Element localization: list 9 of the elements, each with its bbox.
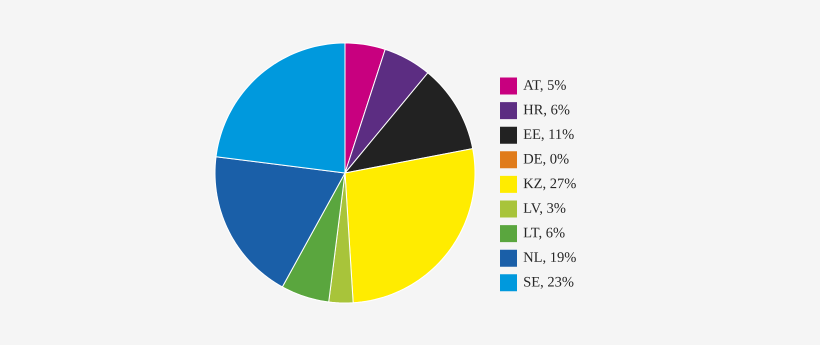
legend-label: SE, 23% xyxy=(524,276,574,289)
legend-label: LV, 3% xyxy=(524,203,566,215)
legend-label: AT, 5% xyxy=(523,80,566,92)
legend-label: DE, 0% xyxy=(524,154,569,166)
legend-label: LT, 6% xyxy=(524,228,565,240)
legend-label: HR, 6% xyxy=(524,104,570,117)
legend-label: NL, 19% xyxy=(524,252,576,264)
legend-label: EE, 11% xyxy=(524,129,574,142)
legend-label: KZ, 27% xyxy=(524,178,576,190)
